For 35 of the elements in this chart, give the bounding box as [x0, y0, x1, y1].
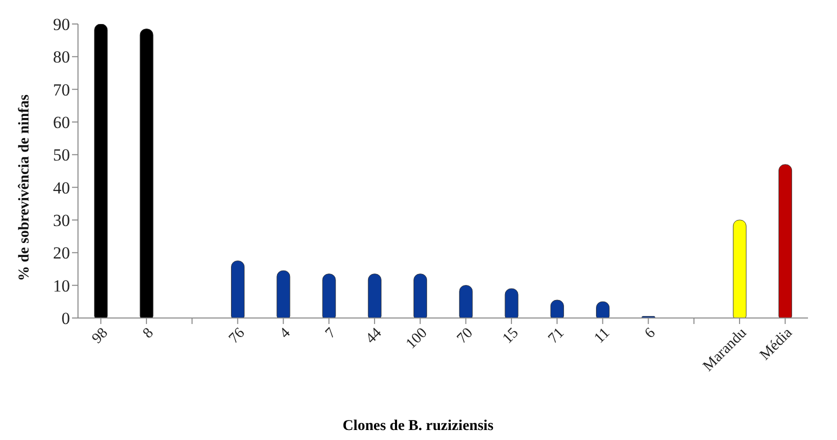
x-tick-label: 15 — [500, 325, 522, 347]
y-tick-label: 90 — [53, 15, 70, 34]
y-tick-label: 10 — [53, 276, 70, 296]
bar — [140, 28, 154, 318]
x-tick-label: 4 — [277, 324, 294, 342]
x-tick-label: 11 — [592, 325, 614, 347]
y-tick-label: 40 — [53, 178, 70, 198]
y-tick-label: 70 — [53, 80, 70, 100]
x-tick-label: 70 — [454, 325, 476, 347]
y-tick-label: 20 — [53, 244, 70, 263]
bar — [231, 260, 245, 318]
x-tick-label: 44 — [363, 324, 386, 347]
x-tick-label: 71 — [546, 325, 568, 347]
bar — [322, 274, 336, 318]
y-tick-label: 0 — [62, 309, 70, 328]
bar — [778, 164, 792, 318]
x-tick-label: 76 — [226, 324, 248, 347]
bar — [94, 24, 108, 318]
y-tick-label: 60 — [53, 113, 70, 132]
bar — [276, 270, 290, 318]
bar — [504, 288, 518, 318]
bar — [459, 285, 473, 318]
x-tick-label: 98 — [89, 325, 112, 347]
y-tick-label: 30 — [53, 211, 70, 230]
x-tick-label: 6 — [642, 324, 660, 342]
x-tick-label: 8 — [140, 325, 157, 342]
y-tick-label: 50 — [53, 146, 70, 165]
y-tick-label: 80 — [53, 48, 70, 67]
x-tick-label: 7 — [322, 324, 340, 342]
bar — [732, 220, 746, 318]
x-axis-title: Clones de B. ruziziensis — [342, 418, 494, 435]
bar — [368, 274, 382, 318]
y-axis-title: % de sobrevivência de ninfas — [16, 94, 32, 281]
x-tick-label: 100 — [403, 325, 431, 352]
bar — [414, 274, 428, 318]
